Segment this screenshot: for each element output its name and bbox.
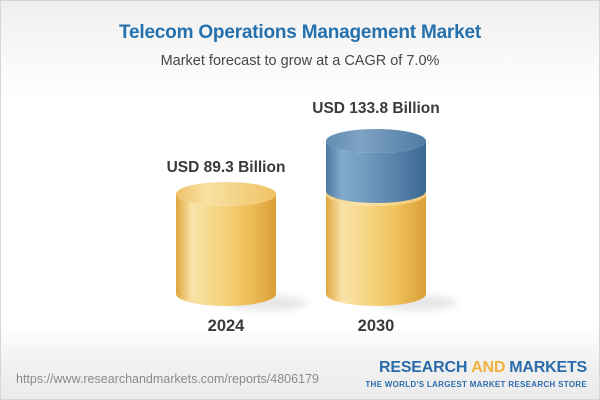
report-url[interactable]: https://www.researchandmarkets.com/repor… xyxy=(16,372,319,386)
logo-wordmark: RESEARCH AND MARKETS xyxy=(365,359,587,377)
category-label-2024: 2024 xyxy=(207,317,245,335)
value-label-2024: USD 89.3 Billion xyxy=(166,159,286,176)
research-and-markets-logo: RESEARCH AND MARKETS THE WORLD'S LARGEST M… xyxy=(365,359,587,389)
logo-word-research: RESEARCH xyxy=(379,359,468,376)
category-label-2030: 2030 xyxy=(357,317,395,335)
subtitle: Market forecast to grow at a CAGR of 7.0… xyxy=(160,53,440,69)
value-label-2030: USD 133.8 Billion xyxy=(312,100,440,117)
logo-word-and: AND xyxy=(471,359,506,376)
cylinder-2030 xyxy=(326,129,426,306)
header: Telecom Operations Management Market Mar… xyxy=(1,1,599,69)
cylinder-2024 xyxy=(176,182,276,306)
logo-tagline: THE WORLD'S LARGEST MARKET RESEARCH STOR… xyxy=(365,380,587,389)
page-title: Telecom Operations Management Market xyxy=(119,22,481,43)
logo-word-markets: MARKETS xyxy=(509,359,587,376)
cylinder-2030-blue-segment xyxy=(326,141,426,203)
